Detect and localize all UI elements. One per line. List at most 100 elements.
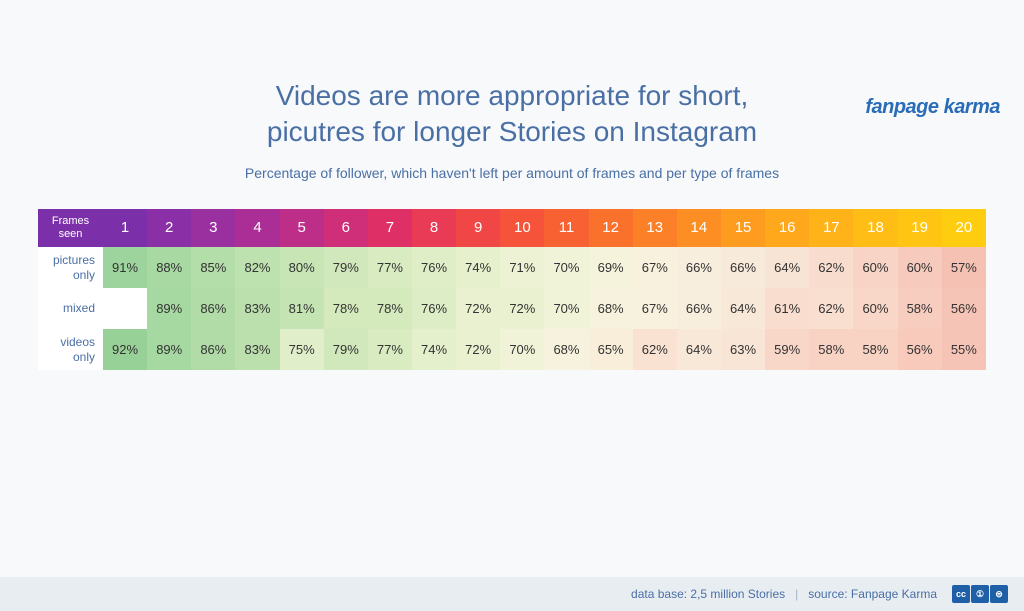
header-col-5: 5: [280, 209, 324, 247]
footer-database: data base: 2,5 million Stories: [631, 587, 785, 601]
header-col-11: 11: [544, 209, 588, 247]
data-cell: 78%: [368, 288, 412, 329]
header-col-10: 10: [500, 209, 544, 247]
data-cell: 58%: [853, 329, 897, 370]
data-cell: 79%: [324, 329, 368, 370]
cc-nd-icon: ⊜: [990, 585, 1008, 603]
data-cell: 69%: [589, 247, 633, 288]
data-cell: 64%: [721, 288, 765, 329]
page-subtitle: Percentage of follower, which haven't le…: [0, 165, 1024, 181]
data-cell: 88%: [147, 247, 191, 288]
header-col-19: 19: [898, 209, 942, 247]
footer-source: source: Fanpage Karma: [808, 587, 937, 601]
data-cell: 89%: [147, 288, 191, 329]
data-cell: 68%: [544, 329, 588, 370]
header-col-13: 13: [633, 209, 677, 247]
data-cell: 70%: [544, 288, 588, 329]
data-cell: 57%: [942, 247, 986, 288]
data-cell: 83%: [235, 288, 279, 329]
data-cell: 65%: [589, 329, 633, 370]
row-label: mixed: [38, 288, 103, 329]
footer-separator: |: [795, 587, 798, 601]
cc-badge: cc ① ⊜: [951, 585, 1008, 603]
data-cell: 86%: [191, 329, 235, 370]
data-cell: 70%: [500, 329, 544, 370]
header-col-2: 2: [147, 209, 191, 247]
data-cell: 81%: [280, 288, 324, 329]
table-row: mixed89%86%83%81%78%78%76%72%72%70%68%67…: [38, 288, 986, 329]
data-cell: 61%: [765, 288, 809, 329]
data-cell: 76%: [412, 288, 456, 329]
data-cell: 77%: [368, 247, 412, 288]
data-cell: 86%: [191, 288, 235, 329]
data-cell: 67%: [633, 247, 677, 288]
header-col-12: 12: [589, 209, 633, 247]
data-cell: 66%: [677, 288, 721, 329]
data-cell: 66%: [677, 247, 721, 288]
data-cell: 77%: [368, 329, 412, 370]
header-col-1: 1: [103, 209, 147, 247]
data-cell: 80%: [280, 247, 324, 288]
brand-logo: fanpage karma: [865, 96, 1000, 119]
data-cell: 59%: [765, 329, 809, 370]
footer-bar: data base: 2,5 million Stories | source:…: [0, 577, 1024, 611]
data-cell: 76%: [412, 247, 456, 288]
data-cell: 58%: [898, 288, 942, 329]
data-cell: 72%: [456, 329, 500, 370]
data-cell: 58%: [809, 329, 853, 370]
data-cell: 83%: [235, 329, 279, 370]
title-line1: Videos are more appropriate for short,: [276, 80, 749, 111]
data-cell: 71%: [500, 247, 544, 288]
empty-cell: [103, 288, 147, 329]
title-line2: picutres for longer Stories on Instagram: [267, 116, 757, 147]
data-table-container: Framesseen123456789101112131415161718192…: [38, 209, 986, 370]
header-col-17: 17: [809, 209, 853, 247]
data-cell: 70%: [544, 247, 588, 288]
data-cell: 62%: [809, 247, 853, 288]
data-cell: 75%: [280, 329, 324, 370]
header-col-18: 18: [853, 209, 897, 247]
header-col-7: 7: [368, 209, 412, 247]
data-cell: 74%: [456, 247, 500, 288]
header-col-15: 15: [721, 209, 765, 247]
data-cell: 60%: [853, 247, 897, 288]
data-cell: 85%: [191, 247, 235, 288]
header-col-9: 9: [456, 209, 500, 247]
data-cell: 64%: [765, 247, 809, 288]
data-cell: 82%: [235, 247, 279, 288]
data-cell: 72%: [500, 288, 544, 329]
data-cell: 92%: [103, 329, 147, 370]
table-row: videosonly92%89%86%83%75%79%77%74%72%70%…: [38, 329, 986, 370]
data-cell: 74%: [412, 329, 456, 370]
table-row: picturesonly91%88%85%82%80%79%77%76%74%7…: [38, 247, 986, 288]
header-col-4: 4: [235, 209, 279, 247]
cc-icon: cc: [952, 585, 970, 603]
data-cell: 62%: [633, 329, 677, 370]
data-cell: 91%: [103, 247, 147, 288]
header-col-8: 8: [412, 209, 456, 247]
data-cell: 66%: [721, 247, 765, 288]
data-cell: 78%: [324, 288, 368, 329]
data-cell: 64%: [677, 329, 721, 370]
data-cell: 56%: [942, 288, 986, 329]
header-col-20: 20: [942, 209, 986, 247]
data-cell: 56%: [898, 329, 942, 370]
row-label: videosonly: [38, 329, 103, 370]
data-cell: 68%: [589, 288, 633, 329]
header-col-14: 14: [677, 209, 721, 247]
header-frames-seen: Framesseen: [38, 209, 103, 247]
data-cell: 60%: [898, 247, 942, 288]
data-cell: 79%: [324, 247, 368, 288]
retention-table: Framesseen123456789101112131415161718192…: [38, 209, 986, 370]
data-cell: 72%: [456, 288, 500, 329]
data-cell: 60%: [853, 288, 897, 329]
data-cell: 63%: [721, 329, 765, 370]
header-col-16: 16: [765, 209, 809, 247]
header-col-6: 6: [324, 209, 368, 247]
data-cell: 89%: [147, 329, 191, 370]
data-cell: 55%: [942, 329, 986, 370]
data-cell: 62%: [809, 288, 853, 329]
header-col-3: 3: [191, 209, 235, 247]
data-cell: 67%: [633, 288, 677, 329]
cc-by-icon: ①: [971, 585, 989, 603]
